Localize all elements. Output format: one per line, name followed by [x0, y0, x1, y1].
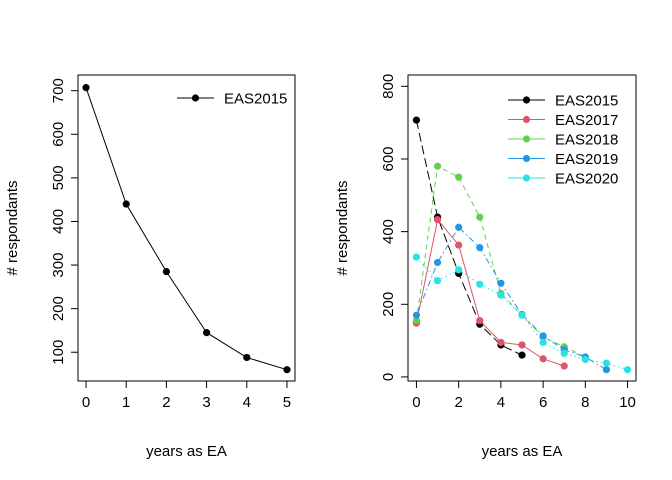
right-y-axis-label: # respondants — [334, 180, 351, 275]
series-line-eas2015 — [415, 119, 523, 356]
x-tick-label: 2 — [162, 394, 170, 411]
data-point-eas2019 — [497, 279, 505, 287]
series-line-eas2015 — [85, 87, 288, 371]
left-x-axis-label: years as EA — [146, 443, 227, 460]
legend-marker — [522, 154, 531, 163]
x-tick-label: 5 — [283, 394, 291, 411]
data-point-eas2017 — [518, 341, 526, 349]
data-point-eas2015 — [243, 353, 251, 362]
y-tick-label: 600 — [50, 122, 67, 147]
data-point-eas2020 — [623, 366, 632, 374]
x-tick-label: 4 — [497, 394, 505, 411]
legend-marker — [522, 115, 531, 124]
data-point-eas2020 — [518, 311, 526, 319]
data-point-eas2019 — [602, 366, 611, 374]
series-line-eas2018 — [415, 165, 586, 358]
left-legend: EAS2015 — [177, 91, 287, 108]
data-point-eas2015 — [412, 116, 421, 124]
legend-label: EAS2019 — [555, 151, 618, 168]
right-legend: EAS2015 EAS2017 EAS2018 EAS2019 EAS2020 — [508, 93, 618, 188]
left-series — [82, 84, 291, 374]
data-point-eas2020 — [412, 253, 421, 261]
right-series — [412, 116, 632, 374]
x-tick-label: 0 — [412, 394, 420, 411]
y-tick-label: 300 — [50, 253, 67, 278]
y-tick-label: 100 — [50, 340, 67, 365]
y-tick-label: 500 — [50, 165, 67, 190]
data-point-eas2015 — [283, 366, 291, 374]
data-point-eas2020 — [602, 359, 611, 367]
data-point-eas2015 — [162, 267, 171, 276]
y-tick-label: 0 — [380, 373, 397, 381]
left-axes: 0 1 2 3 4 5 100 200 300 400 500 600 700 — [50, 78, 291, 411]
data-point-eas2015 — [122, 200, 130, 208]
legend-label: EAS2020 — [555, 171, 618, 188]
data-point-eas2020 — [581, 355, 589, 364]
y-tick-label: 400 — [50, 209, 67, 234]
data-point-eas2018 — [476, 213, 484, 221]
data-point-eas2019 — [412, 311, 421, 319]
x-tick-label: 4 — [243, 394, 251, 411]
y-tick-label: 800 — [380, 74, 397, 99]
series-line-eas2017 — [415, 218, 565, 367]
data-point-eas2017 — [497, 338, 505, 347]
legend-marker — [522, 96, 531, 104]
series-line-eas2019 — [415, 226, 607, 371]
legend-label: EAS2017 — [555, 112, 618, 129]
data-point-eas2017 — [455, 241, 463, 249]
data-point-eas2015 — [518, 351, 526, 359]
data-point-eas2017 — [476, 317, 484, 325]
legend-marker — [191, 94, 200, 102]
data-point-eas2020 — [560, 349, 568, 357]
data-point-eas2020 — [476, 280, 484, 288]
x-tick-label: 2 — [454, 394, 462, 411]
y-tick-label: 400 — [380, 219, 397, 244]
right-axes: 0 2 4 6 8 10 0 200 400 600 800 — [380, 74, 636, 411]
y-tick-label: 200 — [50, 296, 67, 321]
data-point-eas2017 — [433, 216, 442, 224]
x-tick-label: 10 — [619, 394, 636, 411]
data-point-eas2015 — [202, 329, 211, 337]
y-tick-label: 600 — [380, 146, 397, 171]
legend-label: EAS2015 — [555, 93, 618, 110]
x-tick-label: 3 — [202, 394, 210, 411]
left-chart: 0 1 2 3 4 5 100 200 300 400 500 600 700 EAS2015 year… — [4, 74, 296, 460]
data-point-eas2015 — [82, 84, 90, 92]
right-x-axis-label: years as EA — [482, 443, 563, 460]
data-point-eas2018 — [412, 317, 421, 325]
data-point-eas2020 — [455, 266, 463, 274]
data-point-eas2018 — [433, 162, 442, 170]
legend-marker — [522, 174, 531, 182]
data-point-eas2019 — [455, 223, 463, 231]
data-point-eas2020 — [433, 277, 442, 285]
data-point-eas2018 — [455, 173, 463, 181]
x-tick-label: 1 — [122, 394, 130, 411]
legend-label: EAS2018 — [555, 132, 618, 149]
data-point-eas2020 — [539, 338, 547, 347]
series-line-eas2020 — [416, 256, 628, 371]
data-point-eas2019 — [476, 244, 484, 252]
data-point-eas2017 — [539, 355, 547, 363]
data-point-eas2019 — [539, 332, 547, 340]
left-plot-frame — [77, 74, 296, 382]
legend-label: EAS2015 — [224, 91, 287, 108]
left-y-axis-label: # respondants — [4, 180, 21, 275]
x-tick-label: 8 — [581, 394, 589, 411]
data-point-eas2019 — [433, 258, 442, 267]
data-point-eas2017 — [560, 362, 568, 370]
y-tick-label: 200 — [380, 292, 397, 317]
y-tick-label: 700 — [50, 78, 67, 103]
legend-marker — [522, 135, 531, 143]
data-point-eas2020 — [497, 291, 505, 299]
x-tick-label: 0 — [82, 394, 90, 411]
x-tick-label: 6 — [539, 394, 547, 411]
